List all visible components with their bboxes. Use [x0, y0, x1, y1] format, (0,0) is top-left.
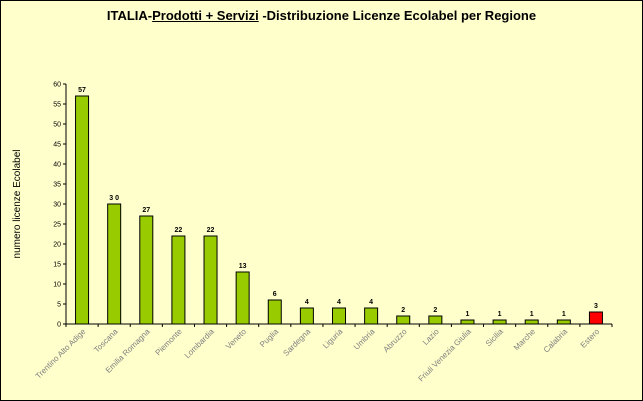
y-tick-label: 25 [53, 222, 61, 229]
x-tick-label: Lazio [421, 327, 441, 347]
bar-value-label: 4 [369, 299, 373, 306]
y-tick-label: 30 [53, 202, 61, 209]
x-tick-label: Marche [512, 327, 538, 353]
x-tick-label: Estero [579, 327, 602, 350]
bar [556, 319, 571, 325]
y-tick-label: 50 [53, 122, 61, 129]
bar-value-label: 1 [466, 311, 470, 318]
bar [107, 203, 122, 325]
bar-value-label: 22 [207, 227, 215, 234]
bar [139, 215, 154, 325]
x-tick-label: Abruzzo [382, 327, 410, 355]
bar-value-label: 57 [78, 87, 86, 94]
y-tick-label: 60 [53, 82, 61, 89]
x-tick-label: Lombardia [183, 327, 216, 360]
bar [364, 307, 379, 325]
y-tick-label: 15 [53, 262, 61, 269]
chart-title-part2: Prodotti + Servizi [152, 8, 259, 23]
y-tick-label: 5 [57, 302, 61, 309]
chart-title: ITALIA-Prodotti + Servizi -Distribuzione… [0, 8, 643, 23]
bar [396, 315, 411, 325]
bar-value-label: 3 [594, 303, 598, 310]
y-tick-label: 45 [53, 142, 61, 149]
bar-value-label: 6 [273, 291, 277, 298]
y-axis-label: numero licenze Ecolabel [12, 150, 23, 259]
y-tick-label: 0 [57, 322, 61, 329]
y-tick-label: 40 [53, 162, 61, 169]
y-tick-label: 35 [53, 182, 61, 189]
bar-value-label: 1 [498, 311, 502, 318]
bar [492, 319, 507, 325]
x-tick-label: Piemonte [154, 327, 185, 358]
bar-value-label: 1 [530, 311, 534, 318]
x-tick-label: Sicilia [484, 327, 506, 349]
x-tick-label: Toscana [92, 327, 120, 355]
bar-value-label: 4 [305, 299, 309, 306]
bar [332, 307, 346, 325]
bar-value-label: 13 [239, 263, 247, 270]
bar [267, 299, 282, 325]
bar [460, 319, 475, 325]
bar-value-label: 2 [401, 307, 405, 314]
bar-value-label: 3 0 [109, 195, 119, 202]
bar-value-label: 22 [175, 227, 183, 234]
x-tick-label: Trentino Alto Adige [34, 327, 88, 381]
x-tick-label: Umbria [352, 327, 377, 352]
bar [588, 311, 603, 325]
bar-value-label: 1 [562, 311, 566, 318]
x-tick-label: Puglia [258, 327, 280, 349]
bar [75, 95, 90, 325]
bar [171, 235, 186, 325]
x-tick-label: Veneto [224, 327, 248, 351]
bar [524, 319, 539, 325]
bar-value-label: 2 [433, 307, 437, 314]
y-tick-label: 10 [53, 282, 61, 289]
bar [299, 307, 314, 325]
y-tick-label: 20 [53, 242, 61, 249]
bar [203, 235, 218, 325]
x-tick-label: Sardegna [281, 327, 312, 358]
x-tick-label: Liguria [321, 327, 345, 351]
bar-value-label: 27 [142, 207, 150, 214]
bar [428, 315, 443, 325]
bar-value-label: 4 [337, 299, 341, 306]
y-tick-label: 55 [53, 102, 61, 109]
chart-title-part1: ITALIA- [106, 8, 153, 23]
x-tick-label: Calabria [542, 327, 570, 355]
bar [235, 271, 250, 325]
chart-title-part3: -Distribuzione Licenze Ecolabel per Regi… [258, 8, 537, 23]
